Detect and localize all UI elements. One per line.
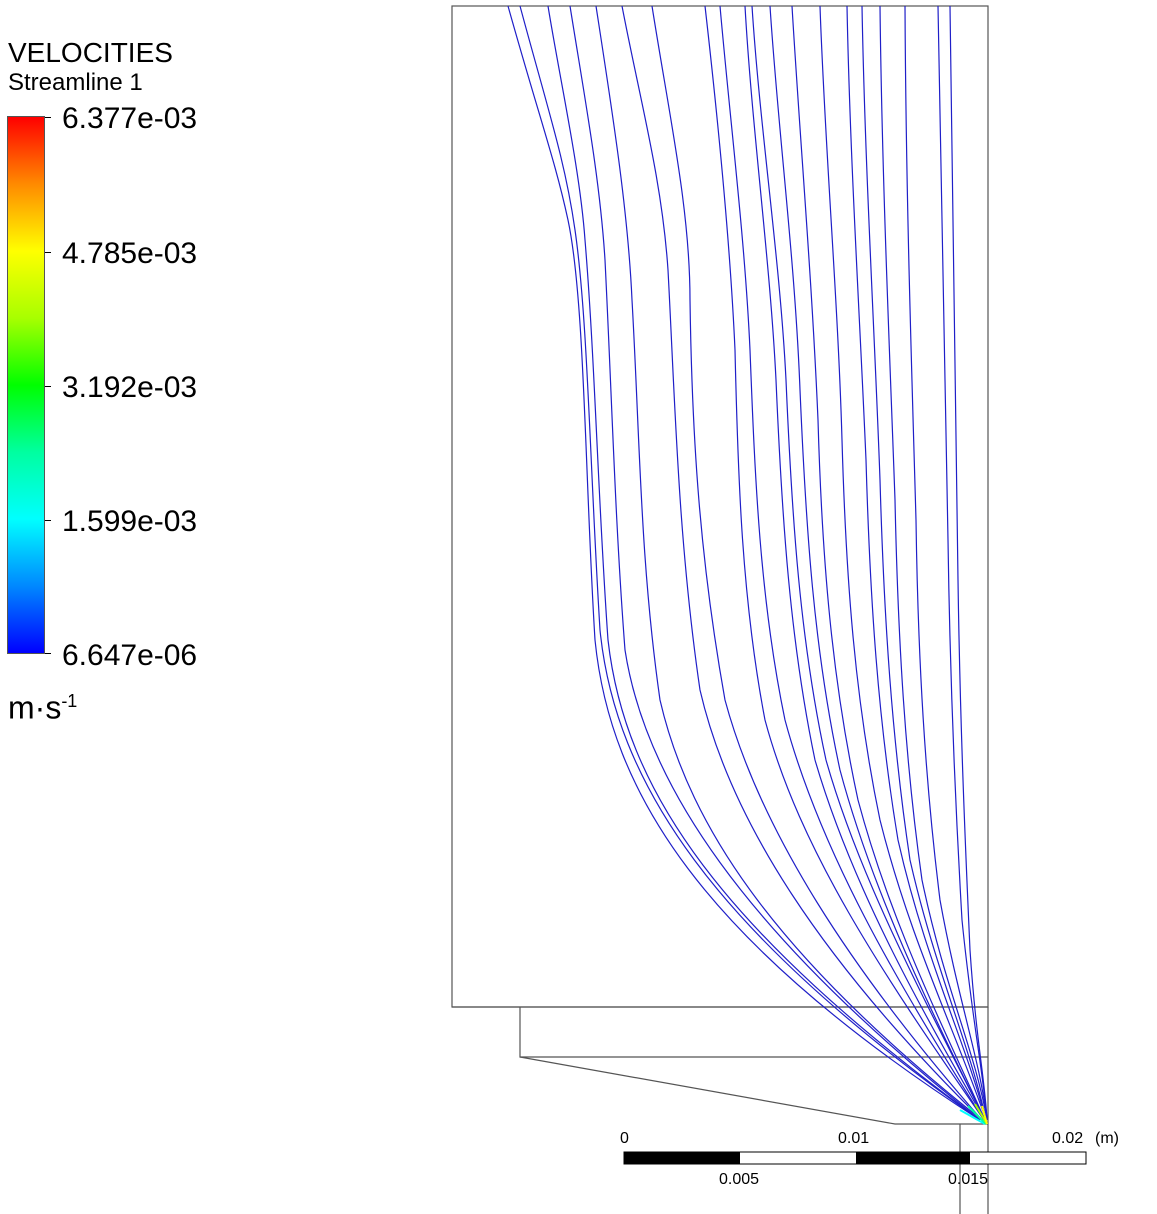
streamlines <box>507 5 988 1121</box>
inlet-jet <box>959 1103 988 1125</box>
colorbar-label: 3.192e-03 <box>62 371 198 404</box>
streamline <box>569 5 981 1121</box>
streamline <box>949 5 988 1121</box>
scale-label: 0.02 <box>1052 1130 1083 1147</box>
units-base: m·s <box>8 689 62 726</box>
colorbar-label-max: 6.377e-03 <box>62 102 198 135</box>
colorbar-label: 1.599e-03 <box>62 505 198 538</box>
colorbar-label: 4.785e-03 <box>62 237 198 270</box>
funnel-edge <box>519 1056 988 1125</box>
scale-label: 0.01 <box>838 1130 869 1147</box>
colorbar-tick <box>45 653 51 654</box>
legend-subtitle: Streamline 1 <box>8 69 143 96</box>
colorbar-label-min: 6.647e-06 <box>62 639 198 672</box>
colorbar-tick <box>45 252 51 253</box>
units-exponent: -1 <box>61 691 78 711</box>
colorbar-tick <box>45 520 51 521</box>
jet-line <box>981 1105 988 1125</box>
streamline <box>751 5 986 1121</box>
scale-bar-segment <box>856 1152 970 1164</box>
scale-bar-segment <box>624 1152 740 1164</box>
streamline <box>519 5 981 1121</box>
inner-step <box>519 1007 988 1058</box>
streamline <box>704 5 985 1121</box>
colorbar-tick <box>45 117 51 118</box>
scale-label: 0.015 <box>948 1171 988 1188</box>
streamline <box>937 5 988 1121</box>
domain-box <box>451 5 989 1008</box>
streamline <box>595 5 983 1121</box>
jet-line <box>967 1105 987 1125</box>
scale-label: 0 <box>620 1130 629 1147</box>
streamline <box>719 5 985 1121</box>
streamline <box>507 5 981 1121</box>
streamline <box>904 5 988 1121</box>
streamline <box>547 5 981 1121</box>
streamline <box>769 5 986 1121</box>
color-bar <box>7 116 45 654</box>
streamline <box>846 5 987 1121</box>
colorbar-tick <box>45 386 51 387</box>
scale-bar: 0 0.01 0.02 (m) 0.005 0.015 <box>620 1130 1119 1188</box>
jet-line <box>959 1109 986 1125</box>
streamline <box>651 5 983 1121</box>
units-label: m·s-1 <box>8 684 77 725</box>
streamline <box>791 5 986 1121</box>
streamline <box>621 5 983 1121</box>
streamline <box>879 5 988 1121</box>
jet-line <box>974 1103 988 1125</box>
streamline <box>819 5 987 1121</box>
scale-unit: (m) <box>1095 1130 1119 1147</box>
scale-label: 0.005 <box>719 1171 759 1188</box>
streamline <box>861 5 987 1121</box>
legend-title: VELOCITIES <box>8 37 173 68</box>
streamline <box>744 5 986 1121</box>
